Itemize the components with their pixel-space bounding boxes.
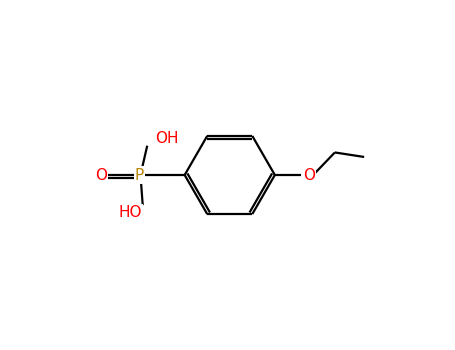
Text: HO: HO [118, 205, 142, 220]
Text: OH: OH [155, 131, 178, 146]
Text: O: O [303, 168, 315, 182]
Text: O: O [95, 168, 107, 182]
Text: P: P [135, 168, 144, 182]
